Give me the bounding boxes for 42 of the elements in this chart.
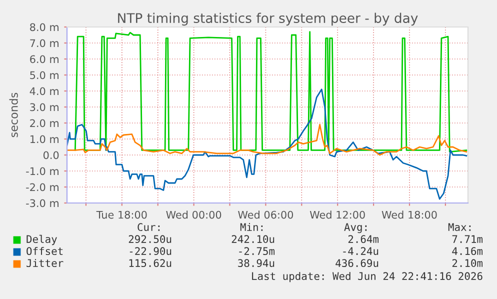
y-tick-label: 5.0 m [30, 71, 58, 80]
y-tick-label: 6.0 m [30, 55, 58, 64]
y-axis-title: seconds [9, 92, 18, 138]
text: 115.62u [129, 259, 172, 268]
x-tick-label: Tue 18:00 [96, 210, 147, 219]
y-tick-label: 7.0 m [30, 39, 58, 48]
text: Last update: Wed Jun 24 22:41:16 2026 [252, 272, 482, 282]
text: -4.24u [343, 247, 378, 256]
text: 7.71m [452, 235, 483, 243]
text: 242.10u [232, 235, 274, 244]
y-tick-label: 0.0 [43, 151, 59, 160]
y-tick-label: 2.0 m [30, 119, 58, 128]
text: 4.16m [452, 247, 483, 256]
text: 436.69u [336, 259, 378, 268]
line-series [74, 31, 468, 152]
y-tick-label: -1.0 m [26, 167, 58, 176]
text: -22.90u [130, 247, 172, 256]
y-tick-label: -3.0 m [26, 199, 58, 208]
y-tick-label: 1.0 m [30, 135, 58, 144]
text: Cur: [138, 223, 160, 232]
text: 2.10m [452, 259, 483, 268]
text: Max: [448, 223, 471, 232]
x-tick-label: Wed 06:00 [238, 210, 294, 219]
y-tick-label: 3.0 m [30, 103, 58, 112]
y-tick-label: -2.0 m [26, 183, 58, 192]
legend-label: Jitter [26, 258, 64, 268]
text: 38.94u [238, 259, 274, 268]
legend-label: Offset [26, 246, 63, 256]
text: Min: [240, 222, 263, 231]
y-tick-label: 4.0 m [30, 87, 58, 96]
text: Avg: [344, 223, 367, 234]
legend-label: Delay [26, 234, 57, 246]
chart-title: NTP timing statistics for system peer - by day [118, 12, 418, 26]
text: 2.64m [348, 235, 379, 244]
line-series [67, 88, 468, 200]
line-series [67, 124, 468, 156]
x-tick-label: Wed 18:00 [382, 210, 437, 219]
y-tick-label: 8.0 m [30, 23, 58, 32]
x-tick-label: Wed 00:00 [166, 210, 222, 219]
text: -2.75m [239, 247, 275, 256]
text: 292.50u [128, 235, 172, 244]
x-tick-label: Wed 12:00 [310, 210, 365, 219]
